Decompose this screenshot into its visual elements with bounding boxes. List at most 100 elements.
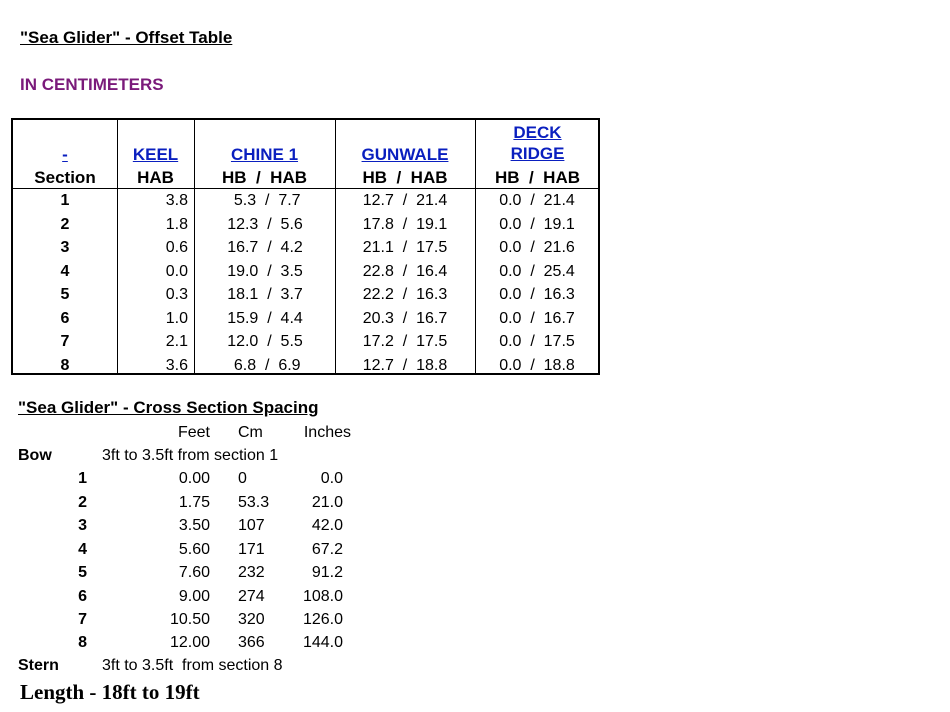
column-divider	[475, 120, 476, 373]
gunwale-cell: 21.1 / 17.5	[362, 239, 448, 256]
table-row: 2 1.8 12.3 / 5.6 17.8 / 19.1 0.0 / 19.1	[13, 213, 598, 237]
gunwale-cell: 12.7 / 18.8	[362, 356, 448, 374]
deck-ridge-header-link[interactable]: DECK RIDGE	[475, 122, 600, 164]
table-row: 6 1.0 15.9 / 4.4 20.3 / 16.7 0.0 / 16.7	[13, 307, 598, 331]
inches-cell: 42.0	[311, 517, 343, 534]
chine-header-link[interactable]: CHINE 1	[230, 145, 299, 164]
cm-cell: 107	[238, 517, 265, 534]
cm-cell: 274	[238, 587, 265, 605]
section-cell: 4	[60, 262, 70, 280]
deck-ridge-cell: 0.0 / 25.4	[499, 262, 575, 280]
stern-note: 3ft to 3.5ft from section 8	[102, 657, 283, 674]
keel-cell: 3.8	[165, 192, 188, 209]
spacing-row: 4 5.60 171 67.2	[0, 538, 400, 561]
deck-ridge-cell: 0.0 / 17.5	[499, 333, 575, 350]
spacing-row: 1 0.00 0 0.0	[0, 467, 400, 490]
inches-cell: 67.2	[311, 540, 343, 558]
column-divider	[117, 120, 118, 373]
feet-cell: 7.60	[178, 564, 210, 581]
chine-cell: 19.0 / 3.5	[227, 262, 303, 280]
chine-cell: 5.3 / 7.7	[229, 192, 301, 209]
deck-ridge-cell: 0.0 / 16.3	[499, 286, 575, 303]
inches-cell: 108.0	[302, 587, 343, 605]
inches-cell: 144.0	[302, 634, 343, 651]
cm-cell: 366	[238, 634, 265, 651]
feet-cell: 12.00	[169, 634, 210, 651]
gunwale-cell: 12.7 / 21.4	[362, 192, 448, 209]
chine-cell: 6.8 / 6.9	[229, 356, 301, 374]
gunwale-subheader: HB / HAB	[362, 168, 448, 187]
feet-cell: 9.00	[178, 587, 210, 605]
table-row: 8 3.6 6.8 / 6.9 12.7 / 18.8 0.0 / 18.8	[13, 354, 598, 378]
section-number: 8	[78, 634, 87, 651]
deck-ridge-cell: 0.0 / 21.4	[499, 192, 575, 209]
feet-cell: 0.00	[178, 470, 210, 487]
section-cell: 6	[60, 309, 70, 327]
deck-header-line2: RIDGE	[510, 144, 565, 163]
section-number: 4	[78, 540, 87, 558]
table-row: 4 0.0 19.0 / 3.5 22.8 / 16.4 0.0 / 25.4	[13, 260, 598, 284]
section-number: 5	[78, 564, 87, 581]
spacing-row: 2 1.75 53.3 21.0	[0, 491, 400, 514]
deck-subheader: HB / HAB	[495, 168, 580, 187]
section-number: 6	[78, 587, 87, 605]
units-subtitle: IN CENTIMETERS	[20, 75, 164, 94]
section-cell: 3	[60, 239, 70, 256]
gunwale-cell: 20.3 / 16.7	[362, 309, 448, 327]
stern-label: Stern	[18, 657, 59, 674]
cm-cell: 320	[238, 611, 265, 628]
bow-label: Bow	[18, 447, 52, 464]
column-divider	[335, 120, 336, 373]
chine-cell: 12.0 / 5.5	[227, 333, 303, 350]
keel-cell: 0.0	[165, 262, 188, 280]
section-cell: 5	[60, 286, 70, 303]
bow-row: Bow 3ft to 3.5ft from section 1	[0, 444, 400, 467]
keel-cell: 1.0	[165, 309, 188, 327]
cm-cell: 0	[238, 470, 247, 487]
keel-cell: 0.3	[165, 286, 188, 303]
section-number: 3	[78, 517, 87, 534]
gunwale-cell: 22.8 / 16.4	[362, 262, 448, 280]
feet-cell: 5.60	[178, 540, 210, 558]
chine-cell: 16.7 / 4.2	[227, 239, 303, 256]
deck-header-line1: DECK	[513, 123, 562, 142]
keel-subheader: HAB	[137, 168, 174, 187]
gunwale-cell: 17.8 / 19.1	[362, 215, 448, 233]
gunwale-cell: 17.2 / 17.5	[362, 333, 448, 350]
spacing-row: 7 10.50 320 126.0	[0, 608, 400, 631]
deck-ridge-cell: 0.0 / 18.8	[499, 356, 575, 374]
keel-cell: 1.8	[165, 215, 188, 233]
spacing-title: "Sea Glider" - Cross Section Spacing	[18, 398, 319, 417]
length-note: Length - 18ft to 19ft	[20, 680, 200, 704]
offset-table: - Section KEEL HAB CHINE 1 HB / HAB GUNW…	[11, 118, 600, 375]
inches-cell: 0.0	[320, 470, 343, 487]
table-row: 5 0.3 18.1 / 3.7 22.2 / 16.3 0.0 / 16.3	[13, 283, 598, 307]
gunwale-cell: 22.2 / 16.3	[362, 286, 448, 303]
section-number: 2	[78, 493, 87, 511]
inches-cell: 21.0	[311, 493, 343, 511]
chine-cell: 18.1 / 3.7	[227, 286, 303, 303]
keel-header-link[interactable]: KEEL	[132, 145, 179, 164]
cm-header: Cm	[238, 424, 263, 441]
bow-note: 3ft to 3.5ft from section 1	[102, 447, 279, 464]
spacing-row: 6 9.00 274 108.0	[0, 585, 400, 608]
cm-cell: 232	[238, 564, 265, 581]
section-header: Section	[34, 168, 96, 187]
keel-cell: 3.6	[165, 356, 188, 374]
feet-cell: 10.50	[169, 611, 210, 628]
header-divider	[13, 188, 598, 189]
section-number: 1	[78, 470, 87, 487]
table-row: 7 2.1 12.0 / 5.5 17.2 / 17.5 0.0 / 17.5	[13, 330, 598, 354]
section-header-link[interactable]: -	[62, 145, 68, 164]
spacing-row: 8 12.00 366 144.0	[0, 631, 400, 654]
gunwale-header-link[interactable]: GUNWALE	[361, 145, 449, 164]
feet-cell: 3.50	[178, 517, 210, 534]
spacing-row: 5 7.60 232 91.2	[0, 561, 400, 584]
deck-ridge-cell: 0.0 / 16.7	[499, 309, 575, 327]
inches-cell: 126.0	[302, 611, 343, 628]
section-cell: 1	[60, 192, 70, 209]
chine-cell: 12.3 / 5.6	[227, 215, 303, 233]
cm-cell: 171	[238, 540, 265, 558]
inches-cell: 91.2	[311, 564, 343, 581]
keel-cell: 0.6	[165, 239, 188, 256]
